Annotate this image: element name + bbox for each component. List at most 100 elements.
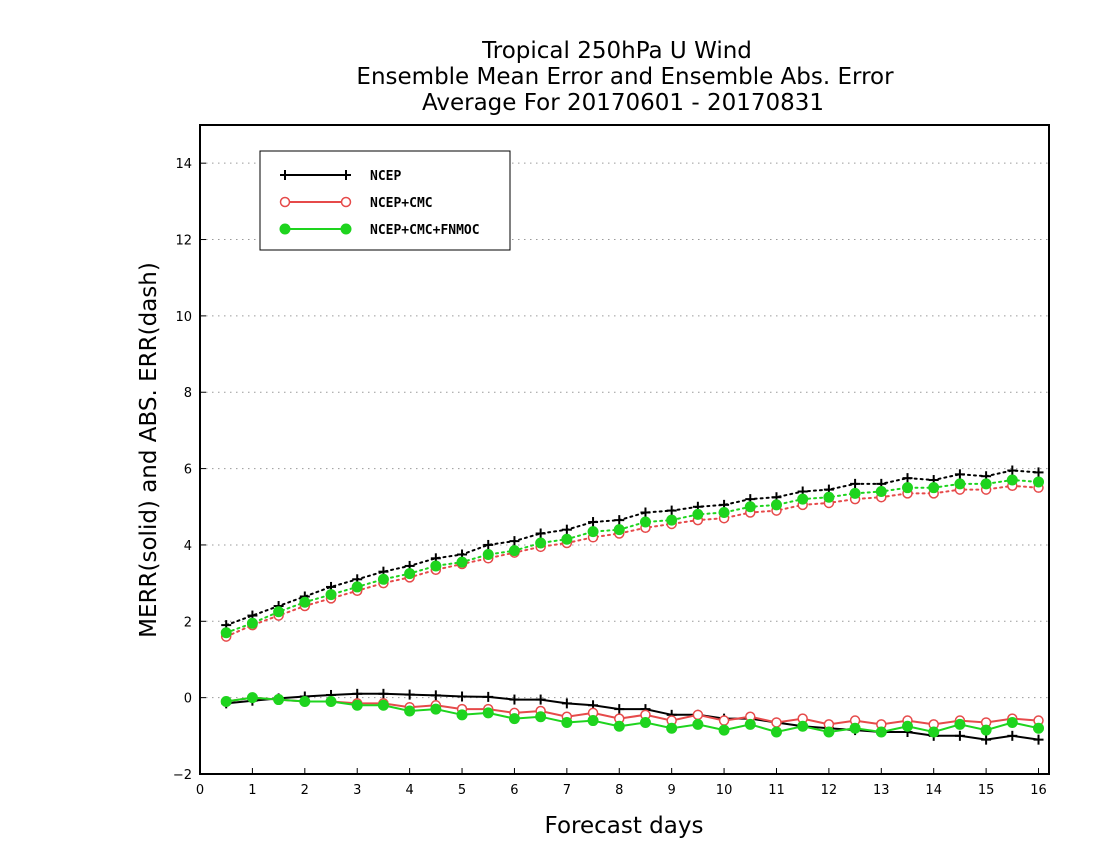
abs-err-point-ncep-cmc-fnmoc <box>823 491 835 503</box>
merr-point-ncep-cmc-fnmoc <box>273 694 285 706</box>
y-tick-label: 14 <box>175 157 192 172</box>
abs-err-point-ncep <box>588 517 599 528</box>
abs-err-point-ncep-cmc-fnmoc <box>1033 476 1045 488</box>
abs-err-point-ncep <box>561 524 572 535</box>
abs-err-point-ncep <box>483 539 494 550</box>
merr-point-ncep-cmc <box>718 715 730 726</box>
x-tick-label: 14 <box>925 783 942 798</box>
merr-point-ncep-cmc-fnmoc <box>718 724 730 736</box>
merr-point-ncep-cmc-fnmoc <box>587 715 599 727</box>
abs-err-point-ncep-cmc-fnmoc <box>954 478 966 490</box>
merr-point-ncep <box>614 704 625 715</box>
legend-entries: NCEP NCEP+CMC NCEP+CMC+FNMOC <box>279 169 480 238</box>
y-tick-label: 6 <box>184 463 192 478</box>
abs-err-point-ncep-cmc-fnmoc <box>587 526 599 538</box>
abs-err-point-ncep <box>850 478 861 489</box>
x-tick-label: 5 <box>458 783 466 798</box>
abs-err-point-ncep <box>954 469 965 480</box>
abs-err-point-ncep <box>535 528 546 539</box>
chart-title-line-2: Ensemble Mean Error and Ensemble Abs. Er… <box>356 64 894 90</box>
merr-point-ncep-cmc-fnmoc <box>744 718 756 730</box>
legend-box <box>259 150 511 251</box>
chart-title-line-3: Average For 20170601 - 20170831 <box>422 90 824 116</box>
x-tick-label: 15 <box>978 783 995 798</box>
merr-point-ncep-cmc-fnmoc <box>928 726 940 738</box>
merr-point-ncep <box>457 691 468 702</box>
merr-point-ncep-cmc-fnmoc <box>404 705 416 717</box>
merr-point-ncep-cmc-fnmoc <box>430 703 442 715</box>
x-tick-label: 9 <box>668 783 676 798</box>
x-tick-label: 10 <box>716 783 733 798</box>
abs-err-point-ncep-cmc-fnmoc <box>639 516 651 528</box>
plot-frame <box>199 124 1050 775</box>
legend: NCEP NCEP+CMC NCEP+CMC+FNMOC <box>259 150 511 251</box>
merr-point-ncep-cmc-fnmoc <box>613 720 625 732</box>
chart-title-line-1: Tropical 250hPa U Wind <box>481 38 752 64</box>
merr-point-ncep-cmc-fnmoc <box>902 720 913 732</box>
merr-point-ncep-cmc-fnmoc <box>666 722 678 734</box>
merr-point-ncep-cmc-fnmoc <box>954 718 966 730</box>
x-tick-label: 12 <box>821 783 838 798</box>
merr-point-ncep-cmc-fnmoc <box>561 716 573 728</box>
abs-err-point-ncep-cmc-fnmoc <box>1006 474 1018 486</box>
abs-err-point-ncep-cmc-fnmoc <box>220 627 232 639</box>
abs-err-point-ncep-cmc-fnmoc <box>666 514 678 526</box>
merr-point-ncep-cmc-fnmoc <box>849 722 861 734</box>
merr-point-ncep-cmc-fnmoc <box>508 713 520 725</box>
y-tick-label: 4 <box>184 539 192 554</box>
abs-err-point-ncep <box>614 515 625 526</box>
merr-point-ncep <box>981 734 992 745</box>
x-tick-label: 3 <box>353 783 361 798</box>
merr-point-ncep <box>430 690 441 701</box>
merr-point-ncep-cmc-fnmoc <box>639 716 651 728</box>
abs-err-point-ncep <box>509 536 520 547</box>
abs-err-point-ncep-cmc-fnmoc <box>692 508 704 520</box>
y-tick-label: 12 <box>175 234 192 249</box>
abs-err-point-ncep-cmc-fnmoc <box>561 533 573 545</box>
merr-point-ncep-cmc <box>692 709 704 721</box>
legend-label-ncep: NCEP <box>370 169 401 184</box>
merr-point-ncep <box>1007 730 1018 741</box>
y-tick-label: 8 <box>184 386 192 401</box>
x-axis-title: Forecast days <box>545 813 704 839</box>
merr-point-ncep-cmc-fnmoc <box>1006 716 1018 728</box>
merr-point-ncep <box>561 698 572 709</box>
legend-marker-ncep-cmc <box>279 196 291 208</box>
abs-err-point-ncep-cmc-fnmoc <box>351 581 363 593</box>
abs-err-point-ncep-cmc-fnmoc <box>535 537 547 549</box>
y-axis-title: MERR(solid) and ABS. ERR(dash) <box>136 262 162 638</box>
legend-marker-ncep-cmc <box>340 196 352 208</box>
merr-point-ncep <box>1033 734 1044 745</box>
abs-err-point-ncep-cmc-fnmoc <box>980 478 992 490</box>
abs-err-point-ncep-cmc-fnmoc <box>325 589 337 601</box>
merr-point-ncep-cmc-fnmoc <box>692 718 704 730</box>
abs-err-point-ncep-cmc-fnmoc <box>482 548 494 560</box>
x-tick-label: 0 <box>196 783 204 798</box>
abs-err-point-ncep-cmc-fnmoc <box>770 499 782 511</box>
merr-point-ncep-cmc-fnmoc <box>482 707 494 719</box>
merr-point-ncep-cmc-fnmoc <box>325 695 337 707</box>
merr-point-ncep <box>352 688 363 699</box>
legend-marker-ncep-cmc-fnmoc <box>279 223 291 235</box>
abs-err-point-ncep-cmc-fnmoc <box>849 487 861 499</box>
abs-err-point-ncep <box>666 505 677 516</box>
y-tick-label: 2 <box>184 615 192 630</box>
abs-err-point-ncep <box>1033 467 1044 478</box>
abs-err-point-ncep-cmc-fnmoc <box>377 573 389 585</box>
merr-point-ncep <box>509 694 520 705</box>
plot-series <box>220 465 1045 745</box>
y-tick-label: 10 <box>175 310 192 325</box>
abs-err-point-ncep-cmc-fnmoc <box>613 524 625 536</box>
legend-marker-ncep <box>341 170 351 180</box>
legend-label-ncep-cmc: NCEP+CMC <box>370 196 433 211</box>
merr-point-ncep <box>378 688 389 699</box>
merr-point-ncep-cmc-fnmoc <box>770 726 782 738</box>
merr-point-ncep <box>483 691 494 702</box>
legend-label-ncep-cmc-fnmoc: NCEP+CMC+FNMOC <box>370 223 480 238</box>
abs-err-point-ncep-cmc-fnmoc <box>902 482 913 494</box>
merr-point-ncep-cmc-fnmoc <box>1033 722 1045 734</box>
merr-point-ncep-cmc-fnmoc <box>220 695 232 707</box>
abs-err-point-ncep-cmc-fnmoc <box>299 596 311 608</box>
merr-point-ncep-cmc-fnmoc <box>246 692 258 704</box>
